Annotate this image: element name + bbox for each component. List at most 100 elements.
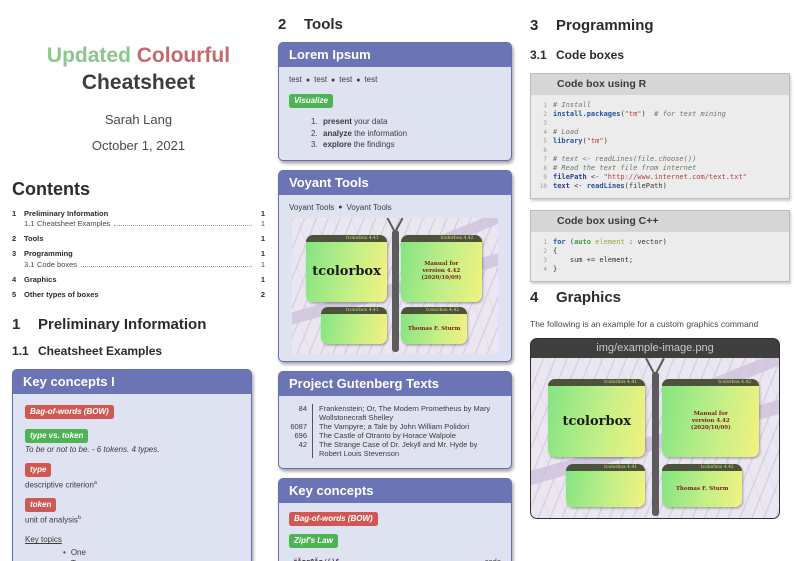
box-header-strip: tcolorbox 4.41 bbox=[548, 378, 646, 386]
code-token: for bbox=[553, 238, 566, 246]
lorem-step: 1. present your data bbox=[289, 116, 501, 128]
box-body: Thomas F. Sturm bbox=[662, 471, 741, 507]
toc-entry-label: Graphics bbox=[24, 274, 57, 284]
section-1-1-heading: 1.1 Cheatsheet Examples bbox=[12, 344, 265, 358]
bow-badge: Bag-of-words (BOW) bbox=[25, 404, 114, 419]
command-description: code bbox=[484, 556, 501, 561]
toc-entry-page: 1 bbox=[260, 274, 265, 284]
topic-label: One bbox=[70, 548, 86, 558]
tcolorbox-title-box: tcolorbox 4.41 tcolorbox bbox=[306, 235, 387, 302]
bullet-separator-icon: ● bbox=[305, 76, 311, 84]
r-code-box: Code box using R 1 # Install 2 install.pack… bbox=[530, 73, 790, 199]
key-topics-label: Key topics bbox=[25, 535, 62, 545]
code-token: : vector) bbox=[624, 238, 667, 246]
toc-entry-page: 1 bbox=[260, 259, 265, 269]
middle-column: 2 Tools Lorem Ipsum test ● test ● test ● test … bbox=[278, 10, 512, 561]
code-token: auto bbox=[574, 238, 591, 246]
topic-list: •One•Two•Three bbox=[25, 547, 239, 561]
gutenberg-title: The Strange Case of Dr. Jekyll and Mr. H… bbox=[319, 439, 478, 458]
inline-item: test bbox=[364, 75, 378, 84]
section-4-heading: 4 Graphics bbox=[530, 289, 790, 306]
toc-subentry[interactable]: 1.1 Cheatsheet Examples 1 bbox=[12, 219, 265, 228]
title-word-colourful: Colourful bbox=[136, 44, 231, 67]
line-number: 5 bbox=[543, 138, 547, 145]
voyant-tools-body: Voyant Tools ● Voyant Tools tcolorbox 4.41… bbox=[279, 195, 511, 361]
section-title: Preliminary Information bbox=[38, 315, 207, 333]
right-column: 3 Programming 3.1 Code boxes Code box us… bbox=[530, 10, 790, 519]
toc-entry-number: 4 bbox=[12, 274, 17, 284]
graphics-example-image: tcolorbox 4.41 tcolorbox tcolorbox 4.42 Man… bbox=[531, 358, 779, 518]
code-line: 2 install.packages("tm") # for text minin… bbox=[535, 110, 781, 119]
toc-entry[interactable]: 1 Preliminary Information 1 bbox=[12, 209, 265, 218]
code-token: ( bbox=[565, 238, 575, 246]
gutenberg-header: Project Gutenberg Texts bbox=[279, 371, 511, 396]
toc-entry-label: Cheatsheet Examples bbox=[37, 219, 111, 229]
lorem-step: 2. analyze the information bbox=[289, 128, 501, 140]
manual-version-box: tcolorbox 4.42 Manual for version 4.42 (2… bbox=[401, 235, 482, 302]
footnote-mark-b: b bbox=[77, 514, 81, 521]
topic-label: Two bbox=[71, 559, 86, 561]
code-line: 4 # Load bbox=[535, 128, 781, 137]
token-badge: token bbox=[25, 498, 57, 513]
code-token: "tm" bbox=[586, 137, 604, 145]
type-token-example: To be or not to be. - 6 tokens. 4 types. bbox=[25, 445, 160, 455]
section-1-heading: 1 Preliminary Information bbox=[12, 316, 265, 333]
code-line: 7 # text <- readLines(file.choose()) bbox=[535, 155, 781, 164]
code-line: 4} bbox=[535, 265, 781, 274]
topic-item: • One bbox=[25, 547, 239, 558]
empty-box: tcolorbox 4.41 bbox=[320, 307, 387, 344]
code-token: ( bbox=[582, 137, 587, 145]
line-number: 1 bbox=[543, 102, 547, 109]
subsection-title: Cheatsheet Examples bbox=[38, 343, 163, 358]
center-rod bbox=[651, 372, 659, 517]
toc-entry[interactable]: 5 Other types of boxes 2 bbox=[12, 290, 265, 299]
empty-box: tcolorbox 4.41 bbox=[565, 463, 646, 507]
toc-entry-label: Programming bbox=[24, 249, 73, 259]
gutenberg-id: 84 bbox=[289, 403, 313, 422]
line-number: 8 bbox=[543, 165, 547, 172]
toc-subentry[interactable]: 3.1 Code boxes 1 bbox=[12, 260, 265, 269]
lorem-steps: 1. present your data 2. analyze the informa… bbox=[289, 116, 501, 151]
toc-entry[interactable]: 3 Programming 1 bbox=[12, 249, 265, 258]
cpp-code-listing: 1 for (auto element : vector) 2{3 sum += e… bbox=[531, 232, 789, 281]
gutenberg-title: The Vampyre; a Tale by John William Poli… bbox=[319, 421, 470, 431]
lorem-ipsum-box: Lorem Ipsum test ● test ● test ● test Visualiz… bbox=[278, 42, 512, 161]
toc-entry-page: 2 bbox=[260, 289, 265, 299]
code-line: 5 library("tm") bbox=[535, 137, 781, 146]
box-text: Manual for version 4.42 (2020/10/09) bbox=[421, 261, 462, 282]
code-line: 8 # Read the text file from internet bbox=[535, 164, 781, 173]
step-number: 2. bbox=[311, 128, 318, 138]
inline-item: test bbox=[339, 75, 353, 84]
box-text: Thomas F. Sturm bbox=[407, 326, 461, 333]
step-bold-word: analyze bbox=[323, 128, 352, 138]
line-number: 3 bbox=[543, 120, 547, 127]
step-text: your data bbox=[351, 117, 388, 126]
visualize-badge: Visualize bbox=[289, 94, 333, 108]
type-definition: descriptive criteriona bbox=[25, 479, 97, 490]
date: October 1, 2021 bbox=[91, 137, 186, 153]
code-line: 3 bbox=[535, 119, 781, 128]
type-vs-token-badge: type vs. token bbox=[25, 428, 89, 443]
code-token: ( bbox=[620, 110, 625, 118]
box-header-strip: tcolorbox 4.41 bbox=[565, 463, 646, 471]
gutenberg-id: 6087 bbox=[289, 421, 313, 431]
command-code: _äÄgr8Äg/()$ bbox=[289, 558, 340, 561]
tcolorbox-title-box: tcolorbox 4.41 tcolorbox bbox=[548, 378, 646, 458]
code-token: ) bbox=[641, 110, 655, 118]
code-token: # Install bbox=[553, 101, 591, 109]
box-body: Manual for version 4.42 (2020/10/09) bbox=[662, 386, 759, 457]
lorem-step: 3. explore the findings bbox=[289, 139, 501, 151]
box-text: tcolorbox bbox=[312, 264, 381, 280]
toc-entry-label: Other types of boxes bbox=[24, 289, 99, 299]
command-list: _äÄgr8Äg/()$codeshutdown -h nowto shutdo… bbox=[289, 557, 501, 561]
box-body: tcolorbox bbox=[548, 386, 645, 457]
toc-entry[interactable]: 4 Graphics 1 bbox=[12, 275, 265, 284]
toc-entry[interactable]: 2 Tools 1 bbox=[12, 234, 265, 243]
bullet-separator-icon: ● bbox=[338, 204, 343, 211]
bullet-icon: • bbox=[63, 548, 66, 558]
step-label: present your data bbox=[323, 116, 387, 128]
box-body: tcolorbox bbox=[306, 242, 386, 302]
line-number: 6 bbox=[543, 147, 547, 154]
center-rod bbox=[391, 229, 399, 353]
